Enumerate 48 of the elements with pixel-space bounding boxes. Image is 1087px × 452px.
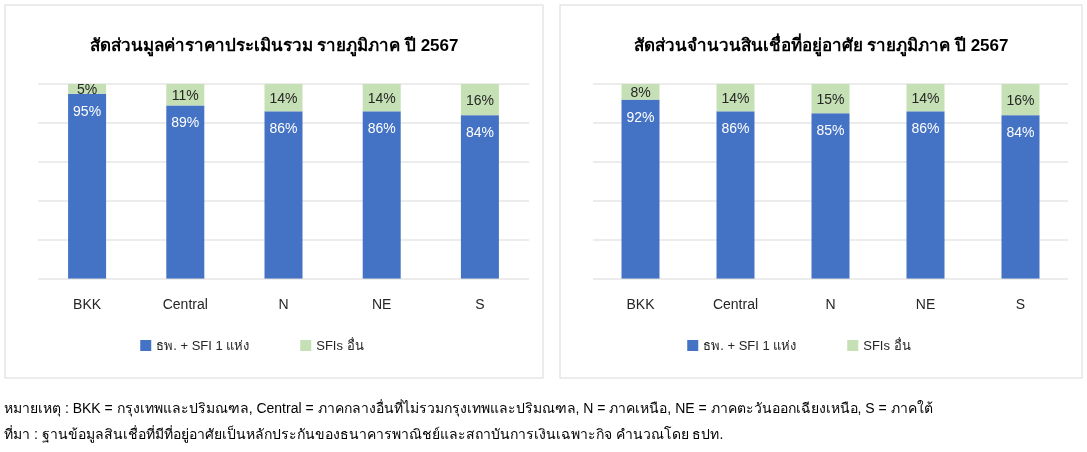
bar <box>264 111 303 279</box>
data-label: 16% <box>1006 91 1035 108</box>
data-label: 85% <box>816 122 845 139</box>
data-label: 5% <box>76 80 98 97</box>
x-tick-label: BKK <box>73 296 102 312</box>
data-label: 15% <box>816 90 845 107</box>
x-tick-label: NE <box>915 296 936 312</box>
data-label: 84% <box>1006 124 1035 141</box>
legend-label: SFIs อื่น <box>863 337 911 353</box>
text: ที่มา : ฐานข้อมูลสินเชื่อที่มีที่อยู่อาศัยเป็นหลักประกันของธนาคารพาณิชย์และสถาบันการเงินเฉพาะกิจ คำนวณโดย ธปท. <box>4 425 724 443</box>
data-label: 86% <box>911 120 940 137</box>
bar <box>460 115 499 279</box>
x-tick-label: Central <box>712 296 759 312</box>
bar <box>716 111 755 279</box>
text: หมายเหตุ : BKK = กรุงเทพและปริมณฑล, Central = ภาคกลางอื่นที่ไม่รวมกรุงเทพและปริมณฑล, N = ภาคเหนือ, NE = ภาคตะวันออกเฉียงเหนือ, S = ภาคใต้ <box>4 399 933 417</box>
data-label: 16% <box>465 91 494 108</box>
data-label: 84% <box>465 124 494 141</box>
data-label: 8% <box>630 83 651 100</box>
x-tick-label: BKK <box>626 296 656 312</box>
data-label: 14% <box>367 89 396 106</box>
data-label: 86% <box>367 120 396 137</box>
bar <box>1001 115 1040 279</box>
x-tick-label: S <box>475 296 485 312</box>
bar <box>362 111 401 279</box>
data-label: 86% <box>721 120 750 137</box>
data-label: 14% <box>269 89 298 106</box>
bar <box>906 111 945 279</box>
data-label: 92% <box>626 108 655 125</box>
legend-label: ธพ. + SFI 1 แห่ง <box>156 338 250 353</box>
chart-title: สัดส่วนจำนวนสินเชื่อที่อยู่อาศัย รายภูมิภาค ปี 2567 <box>633 33 1009 57</box>
data-label: 14% <box>911 89 940 106</box>
x-tick-label: Central <box>162 296 208 312</box>
bar <box>811 113 850 279</box>
data-label: 86% <box>269 120 298 137</box>
chart-title: สัดส่วนมูลค่าราคาประเมินรวม รายภูมิภาค ปี 2567 <box>89 35 459 57</box>
bar <box>68 93 107 279</box>
data-label: 11% <box>171 86 199 103</box>
bar <box>621 99 660 279</box>
data-label: 89% <box>171 114 200 131</box>
x-tick-label: S <box>1015 296 1026 312</box>
bar <box>166 105 205 279</box>
data-label: 95% <box>73 102 102 119</box>
x-tick-label: N <box>278 296 289 312</box>
data-label: 14% <box>721 89 750 106</box>
legend-label: ธพ. + SFI 1 แห่ง <box>703 338 797 353</box>
x-tick-label: NE <box>371 296 392 312</box>
legend-label: SFIs อื่น <box>316 337 364 353</box>
x-tick-label: N <box>825 296 836 312</box>
